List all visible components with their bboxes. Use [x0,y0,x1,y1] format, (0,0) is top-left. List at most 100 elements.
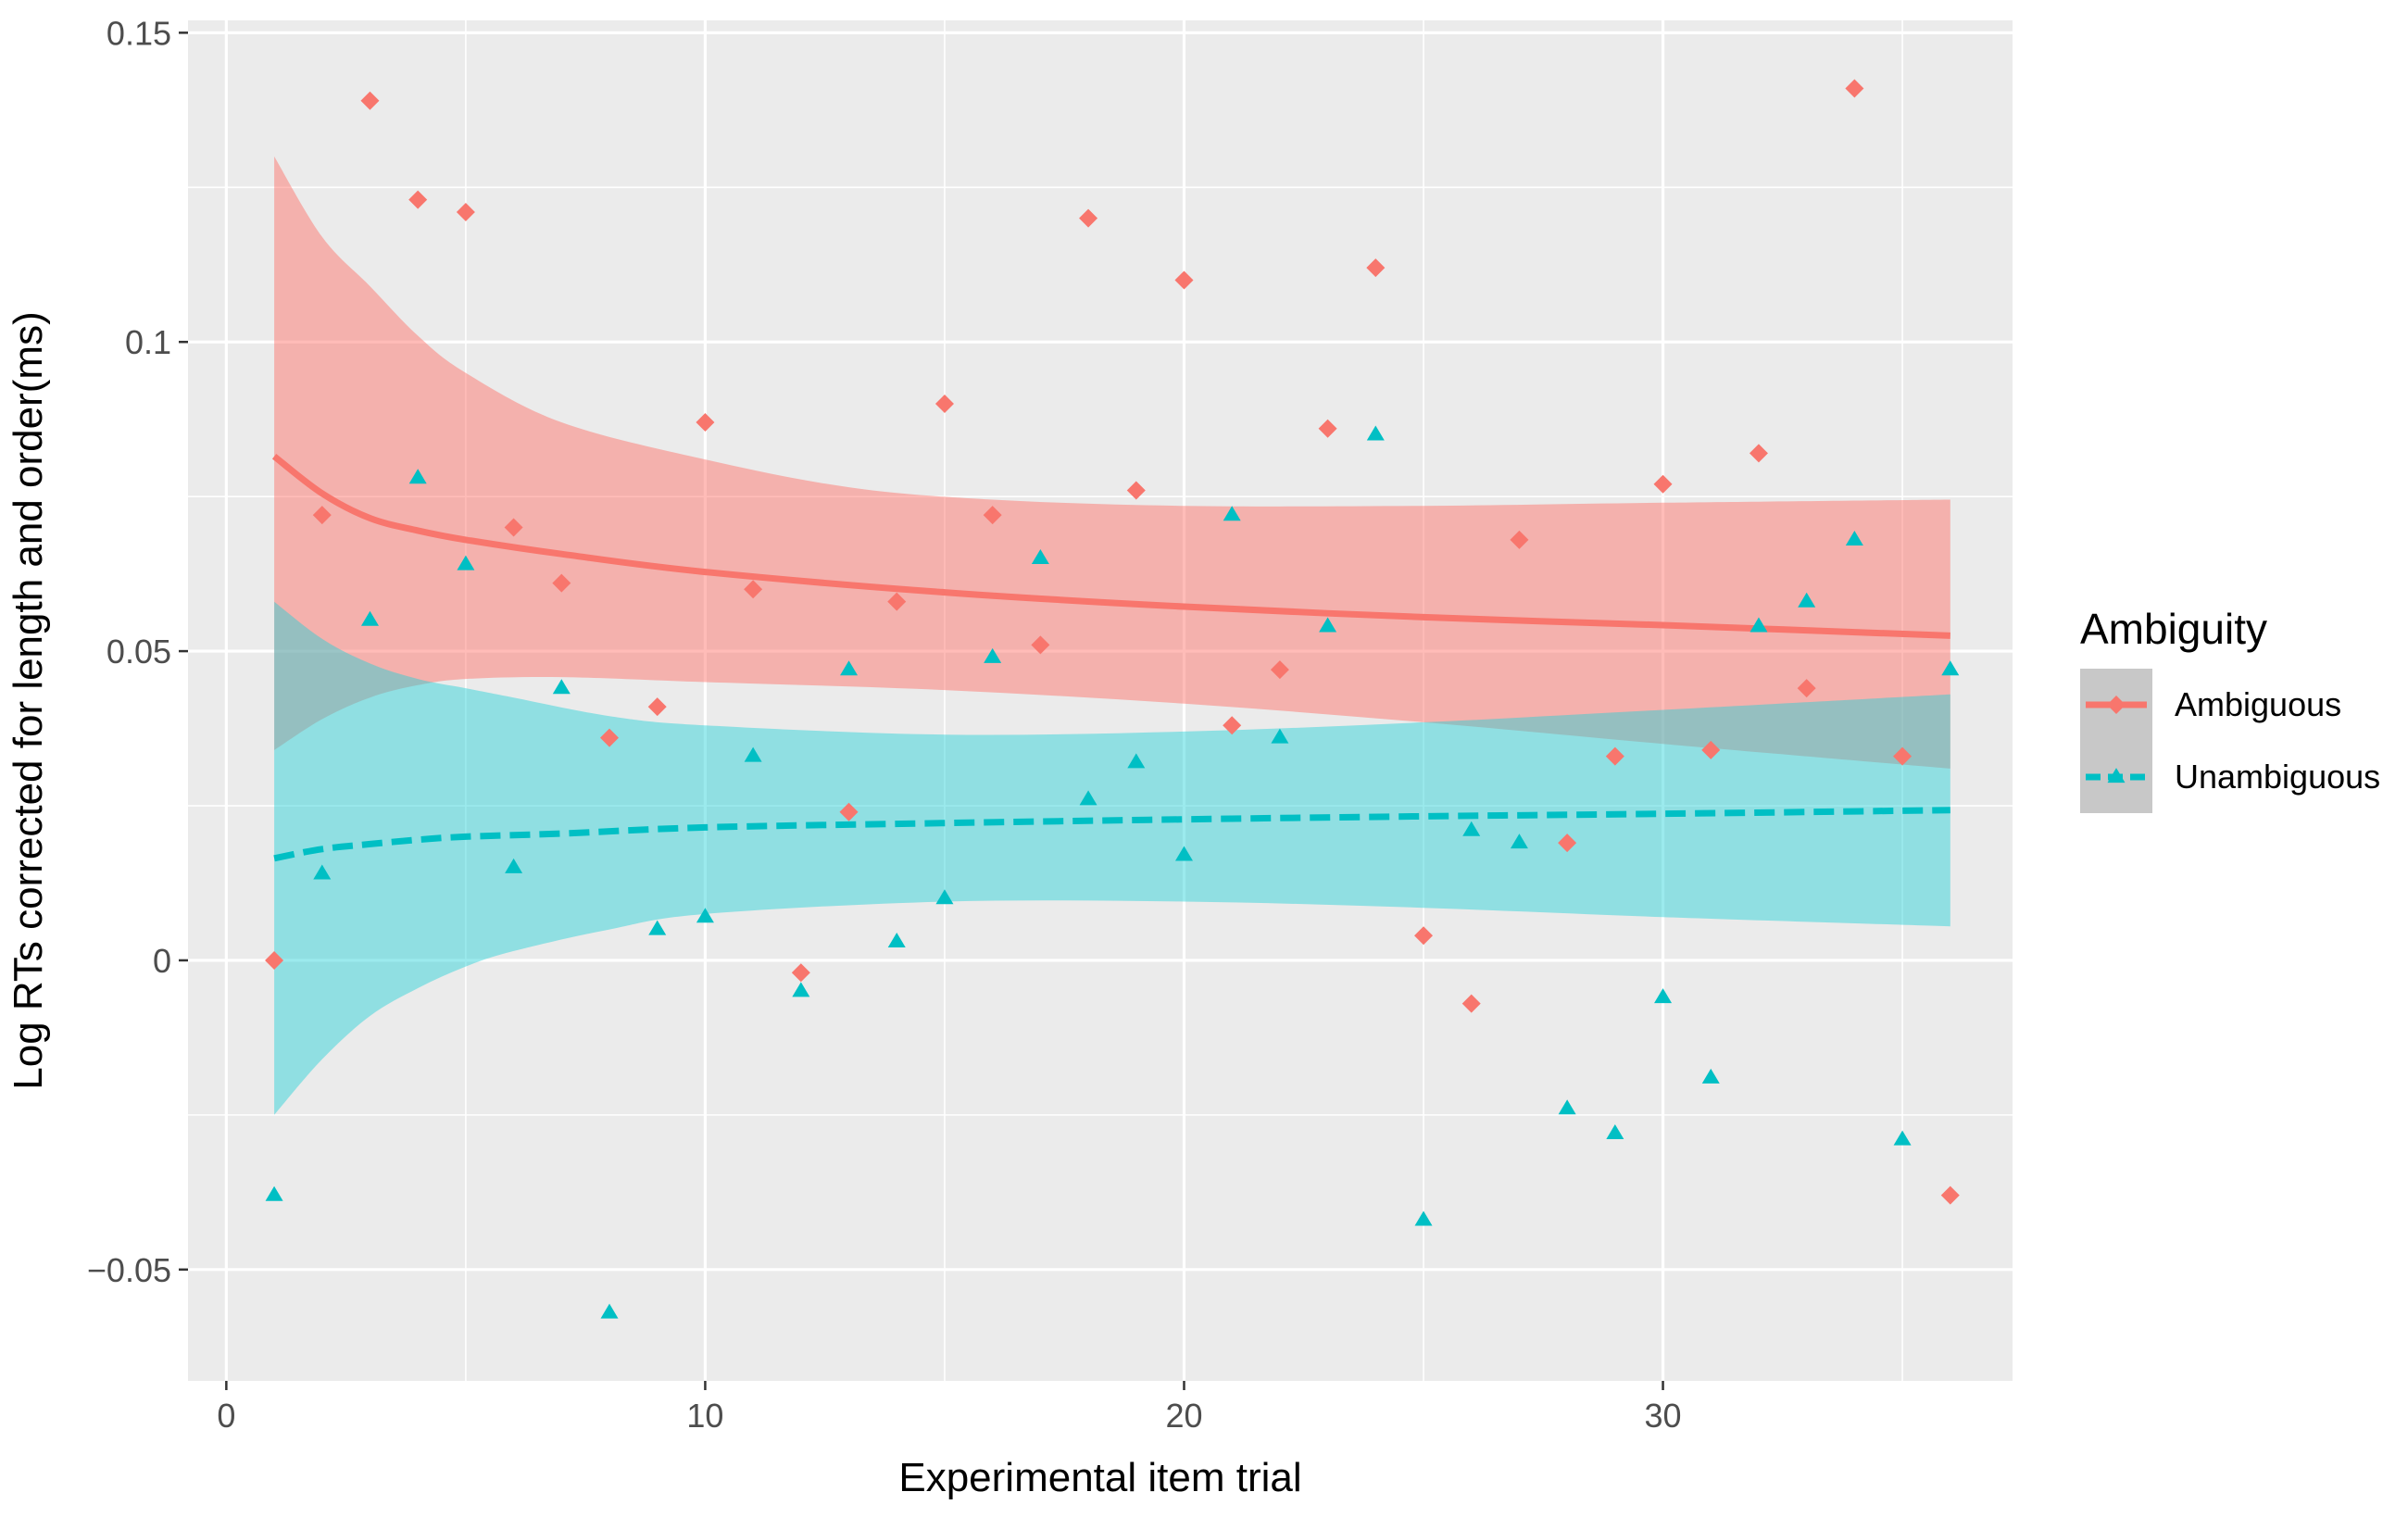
unambiguous-point [1031,549,1049,565]
unambiguous-point [1319,617,1337,633]
x-axis-ticks: 0 10 20 30 [217,1381,1682,1435]
ambiguous-point [1414,926,1434,946]
unambiguous-point [887,932,906,947]
unambiguous-point [1223,506,1241,521]
unambiguous-point [313,864,332,880]
ambiguous-point [1270,660,1289,680]
x-tick-label: 0 [217,1397,235,1435]
unambiguous-point [984,647,1002,663]
ambiguous-point [1031,635,1050,655]
ambiguous-point [1797,679,1816,698]
unambiguous-point [600,1303,619,1319]
unambiguous-point [1798,592,1816,608]
unambiguous-point [360,610,379,626]
ambiguous-fit-line [271,453,1950,639]
ambiguous-point [1558,834,1577,853]
ambiguous-point [1845,79,1864,98]
fit-lines [271,453,1950,862]
y-axis-ticks: −0.05 0 0.05 0.1 0.15 [87,14,188,1289]
ambiguous-point [456,202,475,221]
ambiguous-point [887,592,907,611]
ambiguous-point [647,697,667,717]
y-tick-label: 0.1 [125,323,171,361]
unambiguous-point [792,982,810,997]
ambiguous-point [934,394,954,413]
ambiguous-point [1701,740,1721,759]
ambiguous-point [312,506,332,525]
ambiguous-point [1318,419,1337,438]
unambiguous-point [1462,821,1481,836]
ambiguous-point [552,573,571,593]
unambiguous-point [744,746,762,762]
unambiguous-point [457,555,475,570]
unambiguous-point [1750,617,1768,633]
legend-label-ambiguous: Ambiguous [2175,685,2341,723]
ambiguous-point [1174,270,1194,290]
legend-title: Ambiguity [2080,605,2267,653]
unambiguous-point [1701,1068,1720,1084]
ambiguous-point [1605,746,1624,766]
y-tick-label: 0.05 [107,633,171,671]
ambiguous-point [1461,994,1481,1013]
legend-marker-unambiguous [2107,768,2126,784]
unambiguous-point [265,1185,283,1201]
ambiguous-point [839,802,859,821]
confidence-ribbons [274,156,1950,1115]
y-axis-title: Log RTs corrected for length and order(m… [6,311,51,1089]
ambiguous-point [696,413,715,433]
legend-label-unambiguous: Unambiguous [2175,758,2380,796]
unambiguous-point [1174,846,1193,861]
unambiguous-point [1366,425,1385,441]
ambiguous-point [265,950,284,970]
x-tick-label: 10 [686,1397,723,1435]
unambiguous-point [1127,753,1146,769]
unambiguous-point [505,858,523,873]
y-tick-label: 0 [153,942,171,980]
ambiguous-point [1223,716,1242,735]
ambiguous-point [600,728,620,747]
x-axis-title: Experimental item trial [898,1455,1301,1500]
unambiguous-point [1606,1123,1624,1139]
ambiguous-point [1510,530,1529,549]
ambiguous-point [1126,481,1146,500]
ambiguous-point [360,91,380,110]
unambiguous-point [408,469,427,484]
x-tick-label: 20 [1165,1397,1202,1435]
unambiguous-point [1941,660,1960,676]
unambiguous-point [1271,728,1289,744]
ambiguous-point [504,518,523,537]
unambiguous-point [935,889,954,905]
ambiguous-point [1940,1185,1960,1205]
ambiguous-point [1366,258,1386,278]
unambiguous-point [840,660,859,676]
ambiguous-point [1653,474,1673,494]
ambiguous-point [791,963,810,983]
grid-minor [188,20,2013,1381]
grid-major [188,20,2013,1381]
plot-panel [188,20,2013,1381]
unambiguous-point [696,908,714,923]
unambiguous-fit-line [273,807,1950,862]
ambiguous-point [1749,444,1768,463]
legend-marker-ambiguous [2107,696,2126,714]
unambiguous-point [552,679,571,695]
y-tick-label: −0.05 [87,1251,171,1289]
ambiguous-point [983,506,1002,525]
ambiguous-point [1893,746,1913,766]
unambiguous-confidence-ribbon [274,601,1950,1115]
unambiguous-point [1414,1210,1433,1226]
ambiguous-point [408,190,428,209]
data-points [265,79,1960,1319]
unambiguous-point [648,920,667,935]
legend: Ambiguity Ambiguous Unambiguous [2080,605,2380,813]
ambiguous-point [1079,208,1098,228]
unambiguous-point [1654,988,1673,1004]
unambiguous-point [1510,834,1528,849]
unambiguous-point [1845,530,1863,545]
ambiguous-point [744,580,763,599]
x-tick-label: 30 [1645,1397,1682,1435]
unambiguous-point [1079,790,1097,806]
y-tick-label: 0.15 [107,14,171,52]
